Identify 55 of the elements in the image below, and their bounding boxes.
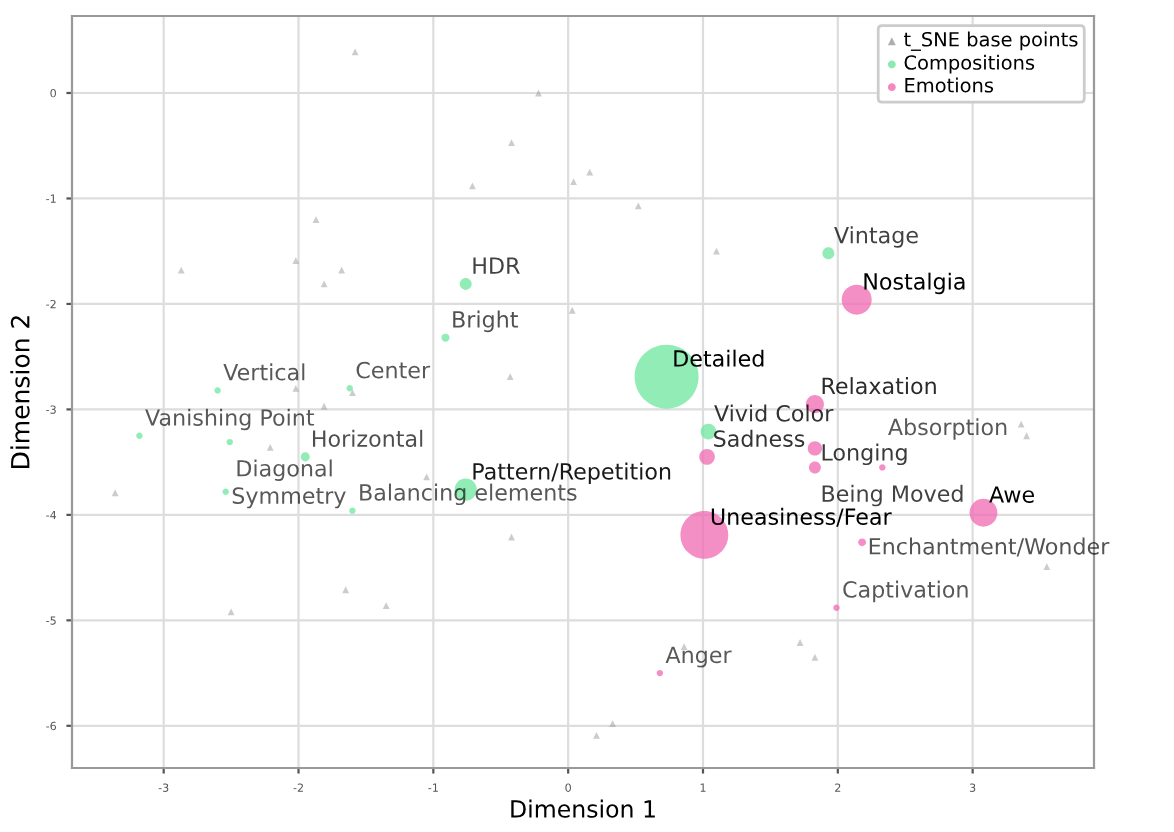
point bbox=[1023, 432, 1030, 440]
point bbox=[320, 402, 328, 410]
legend-label: Compositions bbox=[904, 54, 1035, 74]
annotation: Vintage bbox=[834, 226, 918, 248]
annotation: HDR bbox=[473, 257, 520, 274]
point bbox=[634, 202, 642, 210]
point bbox=[177, 266, 185, 274]
annotation: Absorption bbox=[888, 418, 1007, 440]
point bbox=[1017, 420, 1025, 428]
point bbox=[586, 168, 594, 176]
point bbox=[593, 731, 600, 739]
point bbox=[508, 139, 515, 146]
annotation: Awe bbox=[989, 486, 1034, 503]
annotation: Diagonal bbox=[237, 459, 332, 481]
point bbox=[342, 586, 350, 594]
annotation: Bright bbox=[453, 310, 518, 333]
legend-label: Emotions bbox=[905, 77, 994, 93]
point bbox=[292, 384, 300, 392]
point bbox=[266, 443, 274, 451]
annotation: Anger bbox=[665, 646, 732, 668]
annotation: Sadness bbox=[714, 429, 805, 447]
annotation: Vanishing Point bbox=[145, 408, 315, 431]
point bbox=[568, 306, 576, 314]
point bbox=[292, 257, 300, 265]
point bbox=[469, 182, 476, 190]
point bbox=[609, 720, 617, 728]
legend-label: t_SNE base points bbox=[904, 31, 1078, 51]
point bbox=[713, 247, 720, 255]
annotation: Being Moved bbox=[822, 484, 963, 507]
annotation: Longing bbox=[822, 443, 907, 466]
annotation: Captivation bbox=[843, 580, 968, 603]
x-axis-title: Dimension 1 bbox=[511, 799, 655, 818]
point bbox=[423, 473, 430, 481]
point bbox=[506, 373, 514, 381]
point bbox=[338, 266, 346, 274]
point bbox=[111, 489, 119, 497]
annotation: Vertical bbox=[223, 363, 305, 381]
annotation: Vivid Color bbox=[714, 404, 834, 422]
annotation: Uneasiness/Fear bbox=[711, 507, 892, 527]
annotation: Relaxation bbox=[822, 377, 936, 395]
annotation: Center bbox=[356, 361, 431, 379]
annotation: Pattern/Repetition bbox=[473, 462, 671, 484]
point bbox=[320, 280, 328, 288]
annotation: Horizontal bbox=[312, 429, 423, 447]
y-axis-title: Dimension 2 bbox=[10, 316, 30, 468]
point bbox=[382, 602, 390, 609]
annotation: Nostalgia bbox=[864, 272, 965, 295]
point bbox=[312, 216, 320, 223]
point bbox=[570, 178, 577, 185]
point bbox=[811, 653, 819, 661]
annotation: Detailed bbox=[674, 349, 764, 367]
point bbox=[351, 48, 359, 56]
point bbox=[796, 639, 804, 646]
point bbox=[1043, 563, 1051, 570]
annotation: Symmetry bbox=[232, 487, 346, 509]
